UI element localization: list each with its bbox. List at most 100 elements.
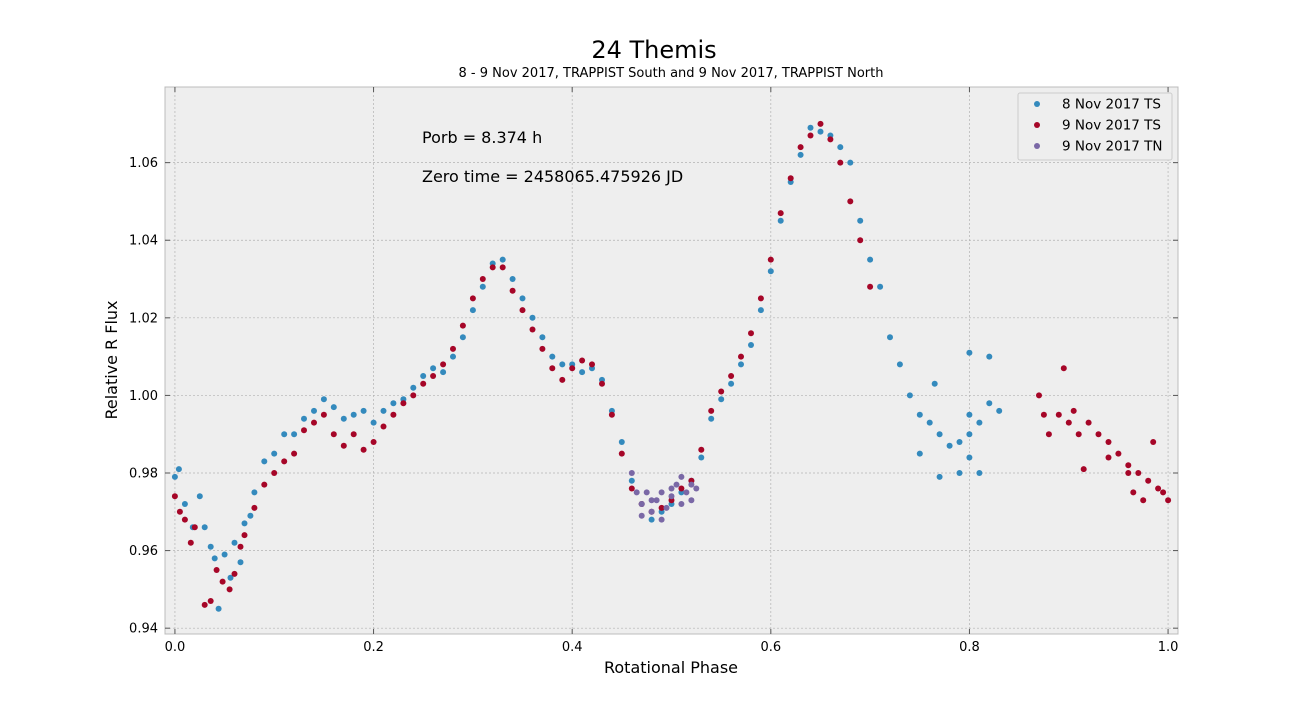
data-point	[241, 520, 248, 527]
data-point	[1155, 485, 1162, 492]
data-point	[1105, 454, 1112, 461]
data-point	[663, 504, 670, 511]
data-point	[430, 373, 437, 379]
x-axis-label: Rotational Phase	[604, 658, 738, 677]
data-point	[638, 501, 645, 507]
data-point	[728, 380, 735, 387]
x-tick-label: 0.6	[760, 640, 781, 655]
data-point	[777, 217, 784, 224]
data-point	[996, 407, 1003, 414]
data-point	[529, 326, 536, 333]
data-point	[1095, 431, 1102, 438]
y-tick-label: 1.06	[129, 156, 158, 171]
data-point	[797, 151, 804, 158]
data-point	[330, 431, 337, 438]
data-point	[1060, 365, 1067, 372]
legend-marker	[1034, 143, 1040, 149]
data-point	[678, 473, 685, 480]
data-point	[227, 574, 234, 581]
data-points	[171, 120, 1172, 612]
data-point	[261, 458, 268, 465]
data-point	[618, 450, 625, 457]
data-point	[360, 407, 367, 414]
data-point	[618, 439, 625, 445]
series-9-nov-2017-ts	[171, 120, 1172, 608]
data-point	[350, 431, 357, 438]
data-point	[251, 489, 258, 496]
data-point	[827, 136, 834, 143]
data-point	[469, 295, 476, 302]
data-point	[370, 419, 377, 426]
data-point	[748, 342, 754, 348]
data-point	[877, 283, 884, 290]
data-point	[688, 497, 695, 504]
data-point	[896, 361, 903, 368]
data-point	[559, 376, 566, 383]
data-point	[261, 481, 268, 488]
x-tick-label: 0.2	[363, 640, 384, 655]
data-point	[1080, 466, 1087, 473]
y-tick-label: 1.04	[129, 234, 158, 249]
chart-subtitle: 8 - 9 Nov 2017, TRAPPIST South and 9 Nov…	[459, 66, 884, 81]
legend-marker	[1034, 122, 1040, 128]
data-point	[479, 283, 486, 290]
data-point	[807, 132, 814, 139]
data-point	[757, 307, 764, 314]
data-point	[241, 532, 248, 539]
plot-area	[164, 86, 1179, 635]
data-point	[450, 353, 456, 360]
data-point	[247, 512, 254, 519]
y-tick-label: 1.00	[129, 389, 158, 404]
data-point	[196, 493, 203, 500]
annotation-zero-time: Zero time = 2458065.475926 JD	[422, 167, 683, 186]
data-point	[648, 508, 655, 515]
data-point	[390, 400, 397, 407]
data-point	[748, 330, 754, 337]
data-point	[668, 485, 675, 492]
data-point	[380, 407, 387, 414]
data-point	[757, 295, 764, 302]
data-point	[450, 345, 456, 352]
data-point	[569, 365, 576, 372]
data-point	[797, 144, 804, 151]
data-point	[340, 442, 347, 449]
data-point	[936, 431, 943, 438]
data-point	[807, 124, 814, 131]
data-point	[171, 473, 178, 480]
data-point	[171, 493, 178, 500]
data-point	[237, 543, 244, 550]
legend-label: 9 Nov 2017 TS	[1062, 118, 1161, 134]
y-tick-label: 0.94	[129, 622, 158, 637]
data-point	[678, 501, 685, 507]
data-point	[599, 380, 605, 387]
data-point	[499, 264, 506, 271]
data-point	[1085, 419, 1092, 426]
series-9-nov-2017-tn	[628, 470, 700, 523]
data-point	[887, 334, 893, 341]
data-point	[777, 210, 784, 217]
data-point	[1150, 439, 1157, 445]
data-point	[271, 470, 278, 476]
data-point	[201, 601, 208, 608]
data-point	[281, 458, 288, 465]
x-tick-label: 0.8	[959, 640, 980, 655]
data-point	[320, 411, 327, 418]
data-point	[479, 276, 486, 282]
data-point	[1125, 462, 1132, 469]
data-point	[837, 144, 844, 151]
data-point	[291, 431, 298, 438]
data-point	[643, 489, 650, 496]
data-point	[916, 411, 923, 418]
data-point	[410, 392, 417, 399]
data-point	[509, 276, 516, 282]
data-point	[1070, 407, 1077, 414]
data-point	[986, 353, 993, 360]
data-point	[966, 411, 973, 418]
y-tick-label: 0.98	[129, 467, 158, 482]
data-point	[787, 175, 794, 182]
data-point	[390, 411, 397, 418]
data-point	[539, 334, 546, 341]
y-tick-label: 1.02	[129, 311, 158, 326]
data-point	[658, 489, 665, 496]
